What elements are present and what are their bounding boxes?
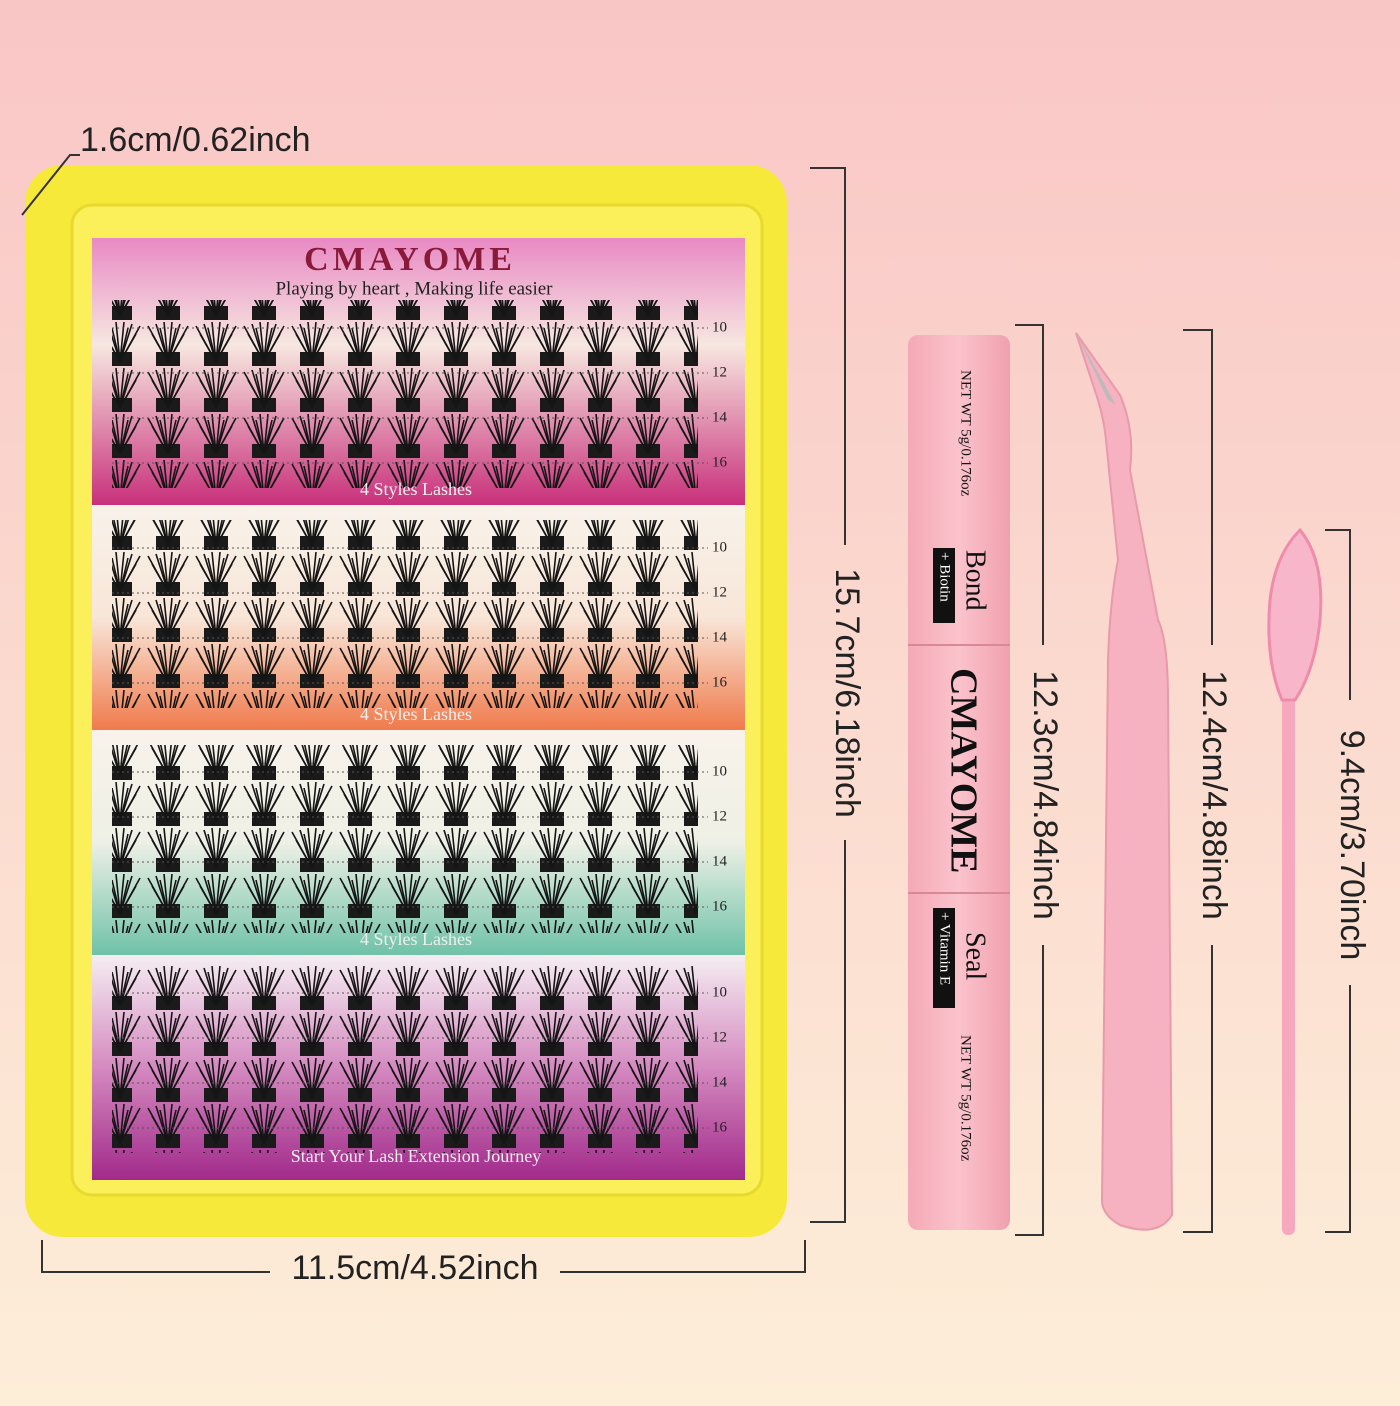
length-label: 16 (712, 898, 728, 914)
dimension-line (21, 154, 80, 216)
bond-label: Bond (960, 550, 991, 611)
tube-brand: CMAYOME (942, 668, 984, 873)
tweezers-length-label: 12.4cm/4.88inch (1195, 670, 1233, 920)
height-label: 15.7cm/6.18inch (828, 568, 866, 818)
length-label: 10 (712, 539, 727, 555)
glue-length-label: 12.3cm/4.84inch (1026, 670, 1064, 920)
tray-brand: CMAYOME (304, 241, 516, 278)
length-label: 16 (712, 454, 728, 470)
length-label: 12 (712, 1029, 727, 1045)
length-label: 12 (712, 364, 727, 380)
net-weight: NET WT 5g/0.176oz (958, 1035, 974, 1162)
tweezers (1075, 332, 1174, 1231)
seal-note: + Vitamin E (937, 912, 953, 985)
dimension-line (810, 167, 846, 1223)
length-label: 10 (712, 984, 727, 1000)
brush-length-label: 9.4cm/3.70inch (1333, 730, 1371, 961)
length-label: 12 (712, 584, 727, 600)
length-label: 16 (712, 1119, 728, 1135)
row-caption: Start Your Lash Extension Journey (291, 1146, 542, 1166)
length-label: 10 (712, 319, 727, 335)
length-label: 14 (712, 853, 728, 869)
label-box (933, 908, 955, 1008)
length-label: 14 (712, 629, 728, 645)
dimension-line (41, 1240, 806, 1273)
net-weight: NET WT 5g/0.176oz (958, 370, 974, 497)
length-label: 14 (712, 1074, 728, 1090)
length-label: 16 (712, 674, 728, 690)
lash-rows: 10 12 14 16 4 Styles Lashes 10 12 14 16 4 Styles … (112, 319, 728, 1166)
dimension-line (1015, 324, 1044, 1236)
row-caption: 4 Styles Lashes (360, 704, 472, 724)
length-label: 12 (712, 808, 727, 824)
dimension-line (1183, 329, 1213, 1233)
row-caption: 4 Styles Lashes (360, 479, 472, 499)
brush-handle (1282, 695, 1295, 1235)
length-label: 10 (712, 763, 727, 779)
bond-note: + Biotin (937, 552, 953, 602)
seal-label: Seal (960, 932, 991, 980)
row-caption: 4 Styles Lashes (360, 929, 472, 949)
tweezers-tip (1076, 333, 1116, 405)
width-label: 11.5cm/4.52inch (292, 1249, 539, 1287)
brush-head (1267, 527, 1323, 702)
tray-slogan: Playing by heart , Making life easier (275, 278, 553, 299)
depth-label: 1.6cm/0.62inch (80, 121, 311, 159)
label-box (933, 548, 955, 623)
dimension-line (1325, 529, 1351, 1233)
length-label: 14 (712, 409, 728, 425)
lashes (112, 300, 698, 1153)
